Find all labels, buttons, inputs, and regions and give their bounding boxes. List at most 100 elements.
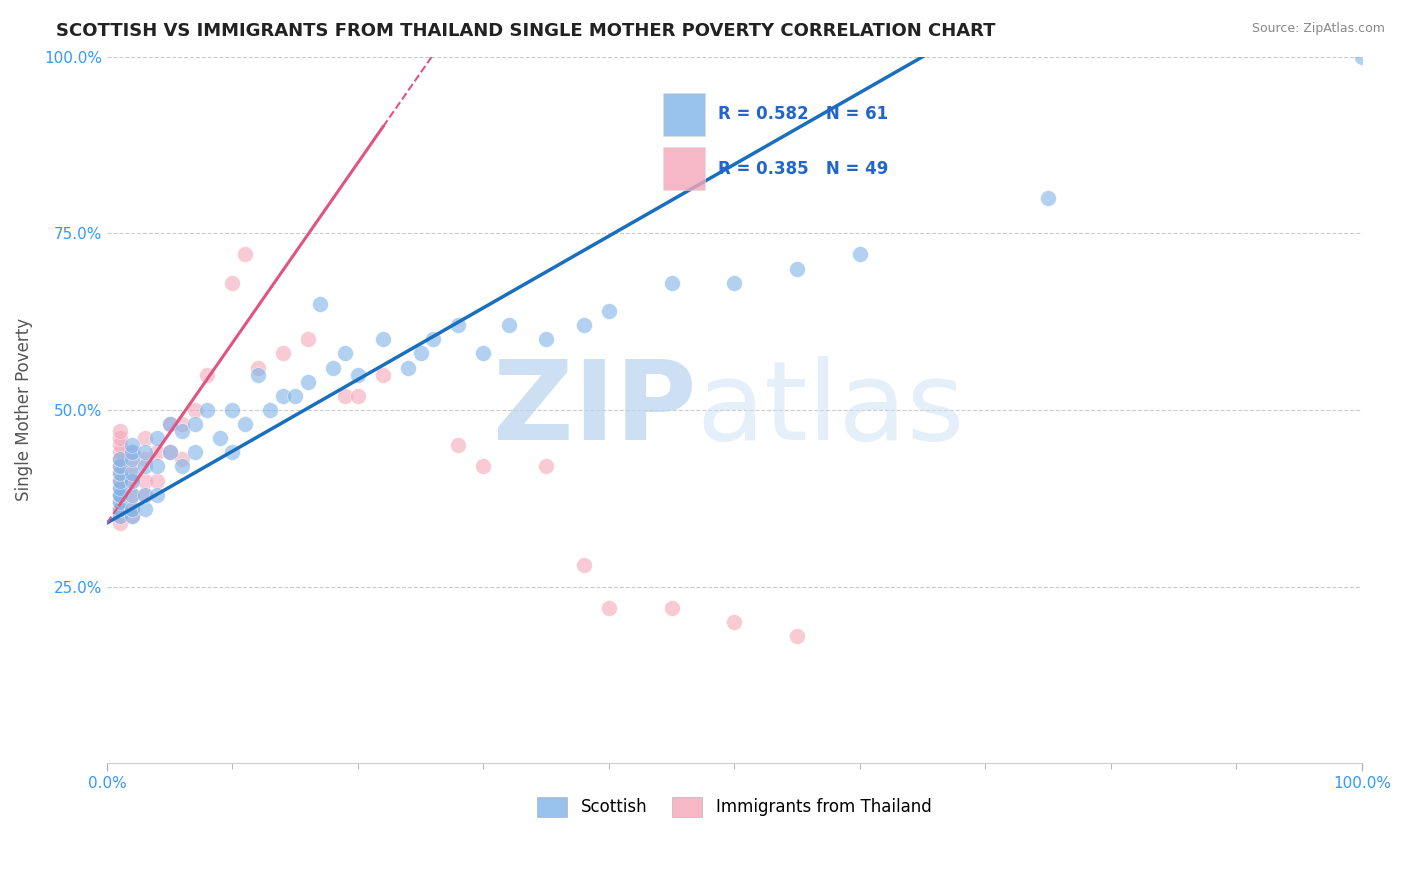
Point — [134, 452, 156, 467]
Point — [108, 501, 131, 516]
Point — [572, 558, 595, 573]
Point — [108, 431, 131, 445]
Point — [108, 516, 131, 530]
Point — [172, 452, 194, 467]
Point — [184, 445, 207, 459]
Point — [108, 481, 131, 495]
Point — [184, 403, 207, 417]
Point — [184, 417, 207, 431]
Point — [121, 508, 143, 523]
Point — [723, 615, 745, 629]
Point — [195, 403, 218, 417]
Point — [108, 467, 131, 481]
Point — [598, 304, 620, 318]
Point — [849, 247, 872, 261]
Point — [246, 368, 269, 382]
Point — [108, 488, 131, 502]
Point — [121, 459, 143, 474]
Point — [108, 467, 131, 481]
Point — [347, 368, 370, 382]
Point — [309, 297, 332, 311]
Point — [121, 501, 143, 516]
Point — [498, 318, 520, 332]
Point — [422, 332, 444, 346]
Point — [108, 494, 131, 508]
Point — [146, 431, 169, 445]
Point — [159, 445, 181, 459]
Point — [108, 452, 131, 467]
Point — [159, 417, 181, 431]
Point — [447, 438, 470, 452]
Y-axis label: Single Mother Poverty: Single Mother Poverty — [15, 318, 32, 501]
Point — [786, 261, 808, 276]
Point — [786, 629, 808, 643]
Point — [108, 508, 131, 523]
Point — [108, 494, 131, 508]
Point — [108, 459, 131, 474]
Point — [121, 508, 143, 523]
Point — [661, 600, 683, 615]
Point — [221, 445, 243, 459]
Point — [108, 501, 131, 516]
Point — [121, 467, 143, 481]
Point — [146, 459, 169, 474]
Point — [447, 318, 470, 332]
Point — [134, 501, 156, 516]
Point — [108, 459, 131, 474]
Point — [121, 438, 143, 452]
Point — [108, 488, 131, 502]
Point — [208, 431, 231, 445]
Point — [134, 459, 156, 474]
Point — [661, 276, 683, 290]
Point — [233, 417, 256, 431]
Point — [108, 501, 131, 516]
Point — [134, 431, 156, 445]
Point — [108, 481, 131, 495]
Point — [347, 389, 370, 403]
Point — [121, 445, 143, 459]
Point — [271, 346, 294, 360]
Point — [108, 474, 131, 488]
Point — [134, 488, 156, 502]
Point — [536, 332, 558, 346]
Point — [121, 452, 143, 467]
Point — [108, 445, 131, 459]
Point — [121, 445, 143, 459]
Point — [121, 474, 143, 488]
Point — [195, 368, 218, 382]
Point — [396, 360, 419, 375]
Point — [1038, 191, 1060, 205]
Point — [108, 452, 131, 467]
Point — [121, 474, 143, 488]
Point — [472, 346, 495, 360]
Point — [134, 474, 156, 488]
Point — [134, 445, 156, 459]
Point — [221, 276, 243, 290]
Point — [172, 459, 194, 474]
Point — [108, 424, 131, 438]
Text: Source: ZipAtlas.com: Source: ZipAtlas.com — [1251, 22, 1385, 36]
Text: SCOTTISH VS IMMIGRANTS FROM THAILAND SINGLE MOTHER POVERTY CORRELATION CHART: SCOTTISH VS IMMIGRANTS FROM THAILAND SIN… — [56, 22, 995, 40]
Point — [159, 417, 181, 431]
Point — [371, 332, 394, 346]
Point — [172, 417, 194, 431]
Point — [233, 247, 256, 261]
Point — [121, 501, 143, 516]
Point — [335, 389, 357, 403]
Point — [246, 360, 269, 375]
Point — [259, 403, 281, 417]
Point — [121, 488, 143, 502]
Point — [108, 488, 131, 502]
Point — [108, 474, 131, 488]
Point — [409, 346, 432, 360]
Text: ZIP: ZIP — [494, 357, 697, 464]
Point — [598, 600, 620, 615]
Point — [335, 346, 357, 360]
Legend: Scottish, Immigrants from Thailand: Scottish, Immigrants from Thailand — [529, 789, 939, 825]
Point — [159, 445, 181, 459]
Point — [221, 403, 243, 417]
Point — [146, 445, 169, 459]
Point — [121, 488, 143, 502]
Point — [146, 488, 169, 502]
Point — [172, 424, 194, 438]
